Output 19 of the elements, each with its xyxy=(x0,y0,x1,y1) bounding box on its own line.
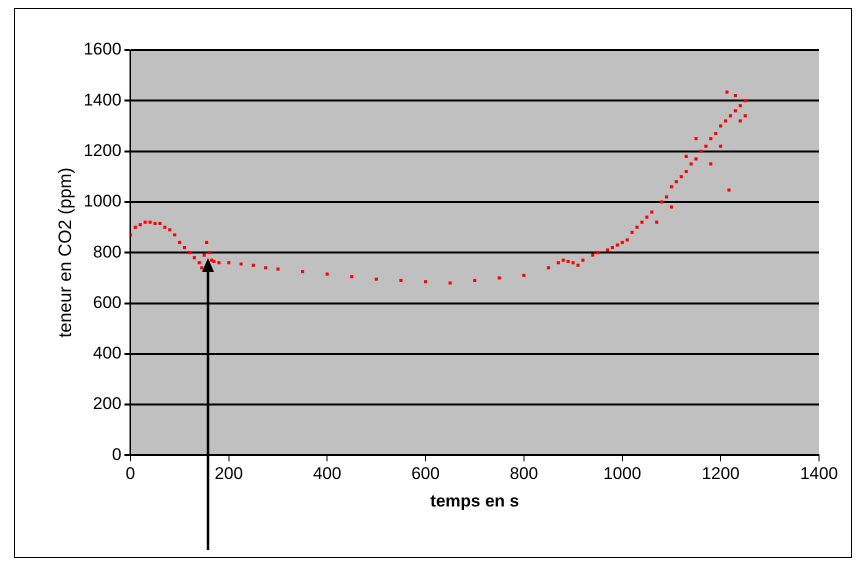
x-tick-label: 600 xyxy=(411,464,440,484)
x-tick-label: 200 xyxy=(214,464,243,484)
y-tick-label: 1400 xyxy=(84,90,122,110)
y-tick-label: 200 xyxy=(93,394,122,414)
y-tick-label: 400 xyxy=(93,344,122,363)
y-axis-title: teneur en CO2 (ppm) xyxy=(54,168,75,338)
y-tick-label: 0 xyxy=(112,444,122,464)
y-tick-label: 800 xyxy=(93,242,122,262)
x-axis-title: temps en s xyxy=(430,491,520,510)
y-tick-label: 600 xyxy=(93,292,122,312)
x-tick-label: 1000 xyxy=(603,464,642,484)
x-tick-label: 0 xyxy=(126,464,136,484)
x-tick-label: 800 xyxy=(510,464,538,484)
x-tick-label: 1400 xyxy=(800,464,838,484)
y-tick-label: 1600 xyxy=(84,40,122,59)
y-tick-label: 1000 xyxy=(84,192,122,211)
x-tick-label: 400 xyxy=(312,464,342,484)
x-tick-label: 1200 xyxy=(702,464,740,484)
y-tick-label: 1200 xyxy=(84,140,122,160)
